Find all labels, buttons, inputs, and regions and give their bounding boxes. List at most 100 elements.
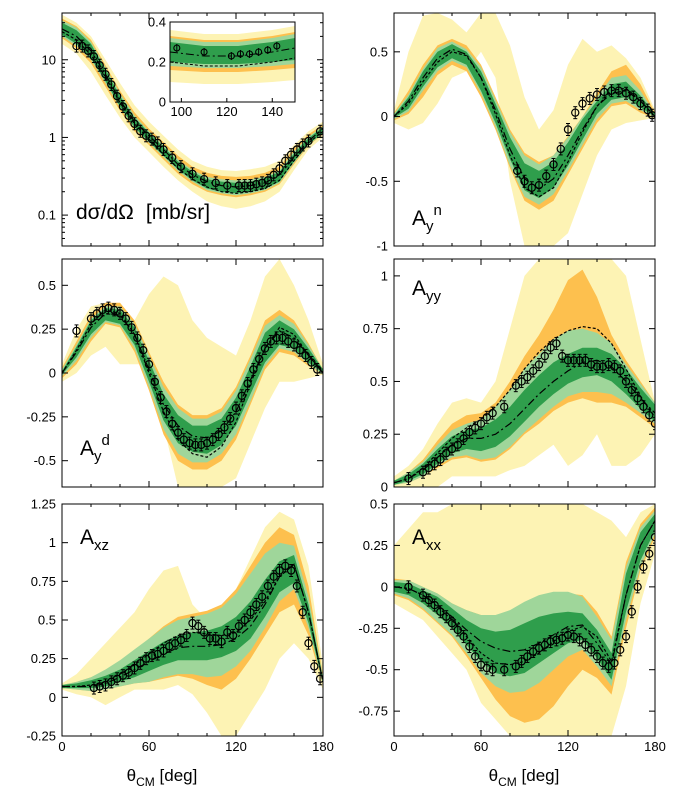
data-point xyxy=(83,44,93,58)
data-point xyxy=(453,438,462,452)
data-point xyxy=(307,355,316,369)
data-point xyxy=(607,84,616,98)
data-point xyxy=(272,331,281,345)
data-point xyxy=(78,39,87,53)
panel-title: A xyxy=(412,526,426,549)
data-point xyxy=(199,172,209,186)
data-point xyxy=(124,666,133,680)
y-tick-label: 10 xyxy=(42,52,56,67)
data-point xyxy=(275,564,284,578)
data-point xyxy=(199,625,209,639)
y-tick-label: 1 xyxy=(49,535,56,550)
data-point xyxy=(156,391,165,405)
data-point xyxy=(650,530,655,544)
data-point xyxy=(98,303,107,317)
data-point xyxy=(629,90,638,104)
data-point xyxy=(121,312,131,326)
data-point xyxy=(447,442,457,456)
data-point xyxy=(645,547,654,561)
y-tick-label: 0 xyxy=(381,480,388,495)
data-point xyxy=(246,179,255,193)
data-point xyxy=(86,312,96,326)
data-point xyxy=(191,438,200,452)
panel-title-sup: d xyxy=(102,432,110,449)
data-point xyxy=(569,353,579,367)
data-point xyxy=(249,362,258,376)
y-tick-label: 0.25 xyxy=(363,427,388,442)
data-point xyxy=(234,179,244,193)
data-point xyxy=(130,117,139,131)
inset-x-tick-label: 140 xyxy=(261,104,283,119)
theory-curve-dotted-dsig xyxy=(62,31,323,195)
theory-curve-dashdot-ayd xyxy=(62,312,323,439)
data-point xyxy=(627,605,637,619)
data-point xyxy=(563,353,573,367)
data-point xyxy=(430,457,439,471)
data-point xyxy=(604,659,613,673)
data-point xyxy=(418,465,428,479)
data-point xyxy=(240,179,249,193)
data-point xyxy=(442,446,451,460)
panel-label-axx: Axx xyxy=(412,526,442,554)
data-point xyxy=(424,593,433,607)
data-point xyxy=(162,405,171,419)
data-point xyxy=(281,154,290,168)
data-point xyxy=(517,374,526,388)
x-tick-label: 0 xyxy=(390,739,397,754)
data-point xyxy=(436,605,445,619)
data-point xyxy=(513,164,522,178)
data-point xyxy=(89,681,99,695)
y-tick-label: 0.5 xyxy=(38,613,56,628)
data-point xyxy=(252,177,261,191)
panel-ayd: -0.5 -0.25 0 0.25 0.5 Ayd xyxy=(26,258,324,488)
data-point xyxy=(225,412,235,426)
x-tick-label: 0 xyxy=(58,739,65,754)
inset-y-tick-label: 0 xyxy=(159,95,166,110)
data-point xyxy=(220,420,229,434)
data-point xyxy=(89,50,99,64)
data-point xyxy=(234,619,244,633)
panel-title: A xyxy=(80,437,94,460)
data-point xyxy=(578,97,587,111)
data-point xyxy=(529,364,538,378)
panel-title: dσ/dΩ xyxy=(76,201,134,224)
data-point xyxy=(546,635,555,649)
data-point xyxy=(298,605,307,619)
y-tick-label: -0.75 xyxy=(358,704,388,719)
data-point xyxy=(585,91,594,105)
data-point xyxy=(127,320,136,334)
data-point xyxy=(147,649,157,663)
data-point xyxy=(621,374,631,388)
data-point xyxy=(430,598,439,612)
band-inner-axz xyxy=(62,555,323,689)
data-point xyxy=(124,109,133,123)
panel-label-ayn: Ayn xyxy=(412,202,442,235)
y-tick-label: -1 xyxy=(376,239,388,254)
data-point xyxy=(598,360,608,374)
y-tick-label: 0.1 xyxy=(38,208,56,223)
data-point xyxy=(153,136,162,150)
data-point xyxy=(208,433,217,447)
data-point xyxy=(527,181,536,195)
data-point xyxy=(447,616,457,630)
data-point xyxy=(639,560,648,574)
data-point xyxy=(118,100,128,114)
data-point xyxy=(552,336,561,350)
panel-ayy: 0 0.25 0.5 0.75 1 Ayy xyxy=(363,258,656,495)
data-point xyxy=(228,628,238,642)
x-tick-label: 60 xyxy=(142,739,156,754)
data-point xyxy=(404,472,413,486)
y-tick-label: 0 xyxy=(381,109,388,124)
x-tick-label: 180 xyxy=(312,739,334,754)
data-point xyxy=(292,142,302,156)
data-point xyxy=(301,348,310,362)
data-point xyxy=(237,389,246,403)
inset-data-point xyxy=(264,46,272,54)
y-tick-label: 0.25 xyxy=(363,538,388,553)
data-point xyxy=(185,436,194,450)
data-point xyxy=(217,635,226,649)
inset-band xyxy=(170,38,295,64)
panel-label-ayy: Ayy xyxy=(412,277,442,305)
panel-title-sub: xz xyxy=(94,537,109,554)
